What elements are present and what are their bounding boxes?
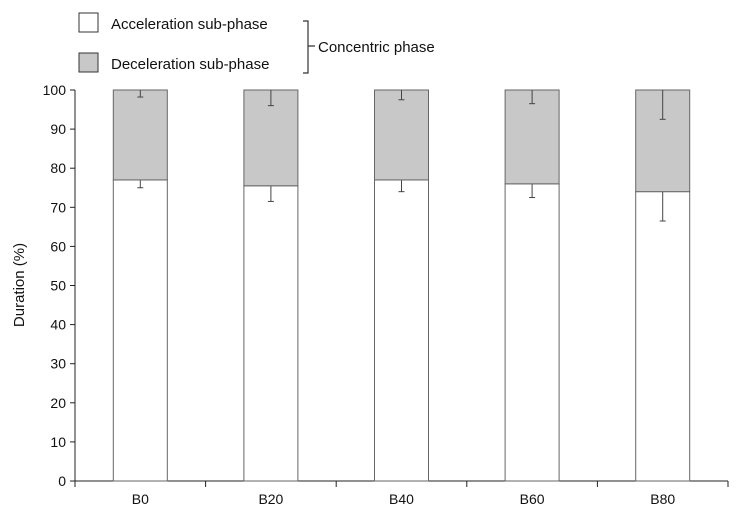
legend-label-acceleration: Acceleration sub-phase <box>111 16 268 33</box>
y-ticks: 0 10 20 30 40 50 60 70 80 90 100 <box>43 82 75 489</box>
legend-group-label: Concentric phase <box>318 39 435 56</box>
x-tick-label: B0 <box>132 491 149 507</box>
y-tick-label: 80 <box>50 160 66 176</box>
bar-deceleration <box>504 89 560 185</box>
legend: Acceleration sub-phase Deceleration sub-… <box>78 12 435 74</box>
y-tick-label: 100 <box>43 82 67 98</box>
x-ticks: B0 B20 B40 B60 B80 <box>74 481 729 507</box>
y-axis-label: Duration (%) <box>11 243 28 327</box>
bars <box>112 89 691 482</box>
y-tick-label: 0 <box>58 473 66 489</box>
bar-deceleration <box>374 89 429 181</box>
x-tick-label: B60 <box>520 491 545 507</box>
bar-acceleration <box>374 179 429 482</box>
legend-swatch-deceleration <box>78 52 99 73</box>
bar-acceleration <box>504 183 560 482</box>
y-tick-label: 60 <box>50 238 66 254</box>
legend-group-bracket <box>303 20 315 74</box>
y-tick-label: 10 <box>50 434 66 450</box>
bar-deceleration <box>112 89 168 181</box>
x-tick-label: B20 <box>258 491 283 507</box>
bar-acceleration <box>243 185 299 482</box>
x-tick-label: B40 <box>389 491 414 507</box>
y-tick-label: 50 <box>50 278 66 294</box>
legend-label-deceleration: Deceleration sub-phase <box>111 56 269 73</box>
y-tick-label: 20 <box>50 395 66 411</box>
bar-acceleration <box>635 191 691 482</box>
legend-swatch-acceleration <box>78 12 99 33</box>
y-tick-label: 70 <box>50 199 66 215</box>
y-tick-label: 40 <box>50 317 66 333</box>
x-tick-label: B80 <box>650 491 675 507</box>
y-tick-label: 30 <box>50 356 66 372</box>
y-tick-label: 90 <box>50 121 66 137</box>
bar-acceleration <box>112 179 168 482</box>
